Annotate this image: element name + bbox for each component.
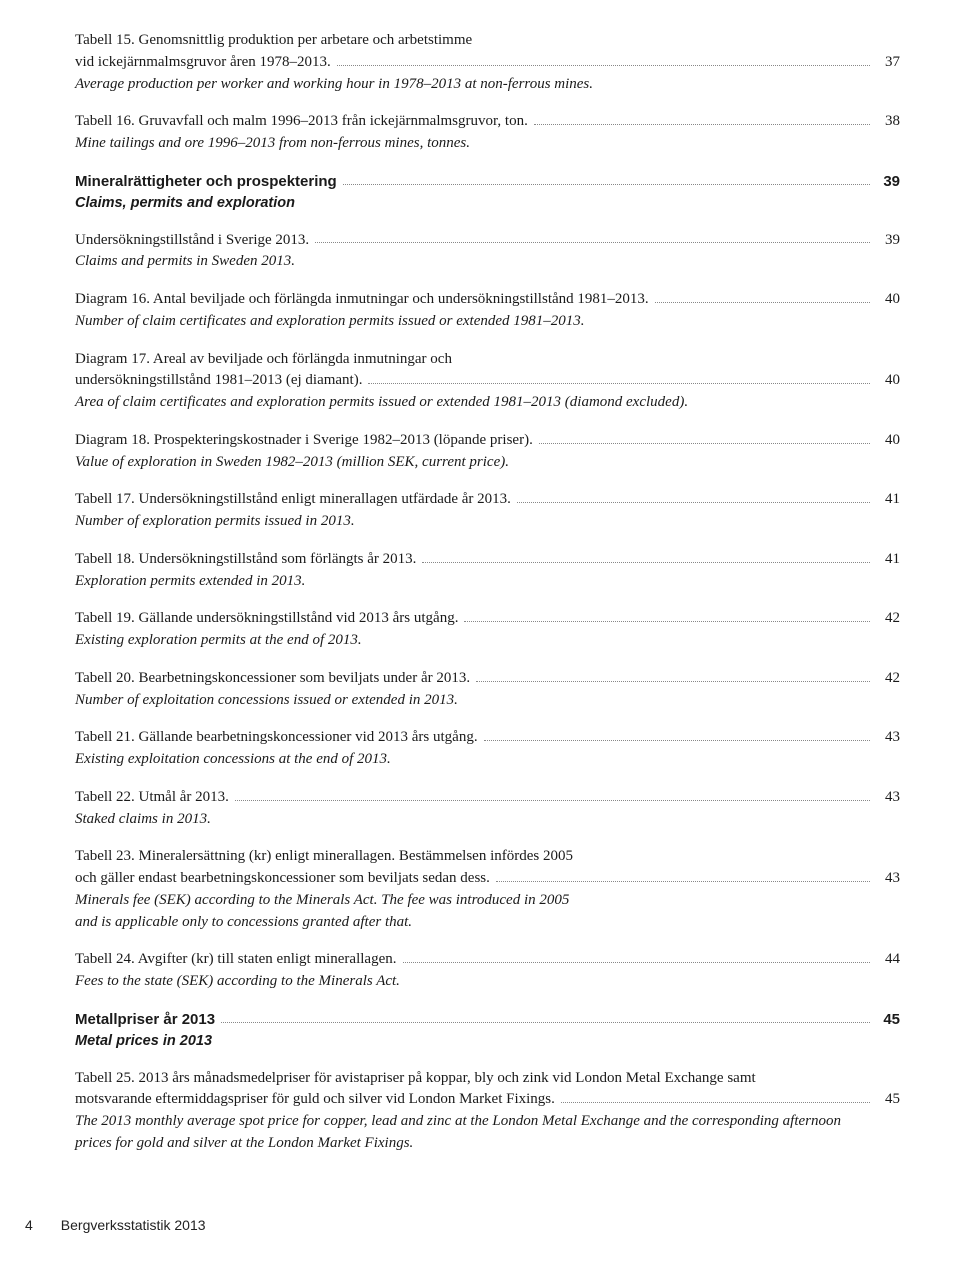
toc-entry-translation: Value of exploration in Sweden 1982–2013… (75, 452, 900, 474)
toc-entry-line: och gäller endast bearbetningskoncession… (75, 868, 490, 890)
leader-dots (337, 65, 870, 66)
toc-entry-translation: Claims and permits in Sweden 2013. (75, 251, 900, 273)
toc-entry-translation: prices for gold and silver at the London… (75, 1133, 900, 1155)
toc-entry-translation: Number of exploration permits issued in … (75, 511, 900, 533)
leader-dots (561, 1102, 870, 1103)
leader-dots (235, 800, 870, 801)
leader-dots (534, 124, 870, 125)
toc-entry-translation: Staked claims in 2013. (75, 809, 900, 831)
leader-dots (422, 562, 870, 563)
toc-entry: Tabell 17. Undersökningstillstånd enligt… (75, 489, 900, 533)
toc-page-number: 41 (876, 549, 900, 571)
toc-entry-translation: Minerals fee (SEK) according to the Mine… (75, 890, 900, 912)
toc-entry-line: Tabell 25. 2013 års månadsmedelpriser fö… (75, 1068, 900, 1090)
leader-dots (464, 621, 870, 622)
toc-entry: Tabell 15. Genomsnittlig produktion per … (75, 30, 900, 95)
toc-page-number: 45 (876, 1009, 900, 1031)
toc-entry-line: Tabell 18. Undersökningstillstånd som fö… (75, 549, 416, 571)
toc-entry-translation: Number of claim certificates and explora… (75, 311, 900, 333)
toc-entry-line: Tabell 20. Bearbetningskoncessioner som … (75, 668, 470, 690)
toc-entry: Tabell 23. Mineralersättning (kr) enligt… (75, 846, 900, 933)
toc-entry: Tabell 16. Gruvavfall och malm 1996–2013… (75, 111, 900, 155)
leader-dots (368, 383, 870, 384)
leader-dots (315, 242, 870, 243)
toc-entry: Diagram 17. Areal av beviljade och förlä… (75, 349, 900, 414)
toc-entry-line: vid ickejärnmalmsgruvor åren 1978–2013. (75, 52, 331, 74)
toc-page-number: 37 (876, 52, 900, 74)
toc-entry-translation: Number of exploitation concessions issue… (75, 690, 900, 712)
toc-entry-line: Tabell 19. Gällande undersökningstillstå… (75, 608, 458, 630)
toc-entry: Tabell 21. Gällande bearbetningskoncessi… (75, 727, 900, 771)
toc-page-number: 39 (876, 171, 900, 193)
toc-entry: Tabell 25. 2013 års månadsmedelpriser fö… (75, 1068, 900, 1155)
toc-page-number: 43 (876, 868, 900, 890)
toc-entry: Tabell 19. Gällande undersökningstillstå… (75, 608, 900, 652)
toc-entry-translation: Fees to the state (SEK) according to the… (75, 971, 900, 993)
leader-dots (221, 1022, 870, 1023)
toc-entry-translation: Average production per worker and workin… (75, 74, 900, 96)
toc-entry-line: Tabell 15. Genomsnittlig produktion per … (75, 30, 900, 52)
toc-section-title: Mineralrättigheter och prospektering (75, 171, 337, 193)
toc-entry: Diagram 16. Antal beviljade och förlängd… (75, 289, 900, 333)
toc-entry-line: Diagram 17. Areal av beviljade och förlä… (75, 349, 900, 371)
toc-entry: Tabell 22. Utmål år 2013. 43Staked claims… (75, 787, 900, 831)
toc-page-number: 38 (876, 111, 900, 133)
toc-entry-line: Tabell 21. Gällande bearbetningskoncessi… (75, 727, 478, 749)
leader-dots (343, 184, 870, 185)
toc-entry-line: motsvarande eftermiddagspriser för guld … (75, 1089, 555, 1111)
toc-page-number: 39 (876, 230, 900, 252)
toc-entry: Tabell 20. Bearbetningskoncessioner som … (75, 668, 900, 712)
toc-entry-translation: Existing exploration permits at the end … (75, 630, 900, 652)
toc-entry-translation: and is applicable only to concessions gr… (75, 912, 900, 934)
toc-page-number: 40 (876, 289, 900, 311)
toc-entry-line: Tabell 16. Gruvavfall och malm 1996–2013… (75, 111, 528, 133)
toc-entry-line: Tabell 24. Avgifter (kr) till staten enl… (75, 949, 397, 971)
toc-page-number: 43 (876, 787, 900, 809)
toc-entry-translation: Existing exploitation concessions at the… (75, 749, 900, 771)
toc-entry: Tabell 24. Avgifter (kr) till staten enl… (75, 949, 900, 993)
leader-dots (484, 740, 870, 741)
leader-dots (496, 881, 870, 882)
toc-page-number: 40 (876, 370, 900, 392)
toc-section-subtitle: Claims, permits and exploration (75, 193, 900, 214)
toc-entry-translation: Area of claim certificates and explorati… (75, 392, 900, 414)
toc-page-number: 41 (876, 489, 900, 511)
toc-entry: Undersökningstillstånd i Sverige 2013. 39… (75, 230, 900, 274)
leader-dots (655, 302, 870, 303)
leader-dots (476, 681, 870, 682)
page-footer: 4 Bergverksstatistik 2013 (25, 1215, 900, 1235)
toc-page-number: 43 (876, 727, 900, 749)
toc-section: Mineralrättigheter och prospektering 39Cl… (75, 171, 900, 214)
toc-page-number: 45 (876, 1089, 900, 1111)
leader-dots (403, 962, 871, 963)
toc-entry-line: Undersökningstillstånd i Sverige 2013. (75, 230, 309, 252)
footer-title: Bergverksstatistik 2013 (61, 1215, 206, 1235)
toc-entry-line: Diagram 16. Antal beviljade och förlängd… (75, 289, 649, 311)
toc-page-number: 40 (876, 430, 900, 452)
toc-entry-line: Tabell 17. Undersökningstillstånd enligt… (75, 489, 511, 511)
toc-entry-line: Tabell 22. Utmål år 2013. (75, 787, 229, 809)
toc-entry-translation: Mine tailings and ore 1996–2013 from non… (75, 133, 900, 155)
toc-section-subtitle: Metal prices in 2013 (75, 1031, 900, 1052)
toc-entry-translation: Exploration permits extended in 2013. (75, 571, 900, 593)
leader-dots (539, 443, 870, 444)
toc-section-title: Metallpriser år 2013 (75, 1009, 215, 1031)
footer-page-number: 4 (25, 1215, 33, 1235)
toc-page-number: 42 (876, 668, 900, 690)
toc-entry-line: Diagram 18. Prospekteringskostnader i Sv… (75, 430, 533, 452)
toc-section: Metallpriser år 2013 45Metal prices in 20… (75, 1009, 900, 1052)
table-of-contents: Tabell 15. Genomsnittlig produktion per … (75, 30, 900, 1155)
toc-page-number: 42 (876, 608, 900, 630)
toc-entry-translation: The 2013 monthly average spot price for … (75, 1111, 900, 1133)
toc-entry-line: Tabell 23. Mineralersättning (kr) enligt… (75, 846, 900, 868)
leader-dots (517, 502, 870, 503)
toc-page-number: 44 (876, 949, 900, 971)
toc-entry: Tabell 18. Undersökningstillstånd som fö… (75, 549, 900, 593)
toc-entry: Diagram 18. Prospekteringskostnader i Sv… (75, 430, 900, 474)
toc-entry-line: undersökningstillstånd 1981–2013 (ej dia… (75, 370, 362, 392)
